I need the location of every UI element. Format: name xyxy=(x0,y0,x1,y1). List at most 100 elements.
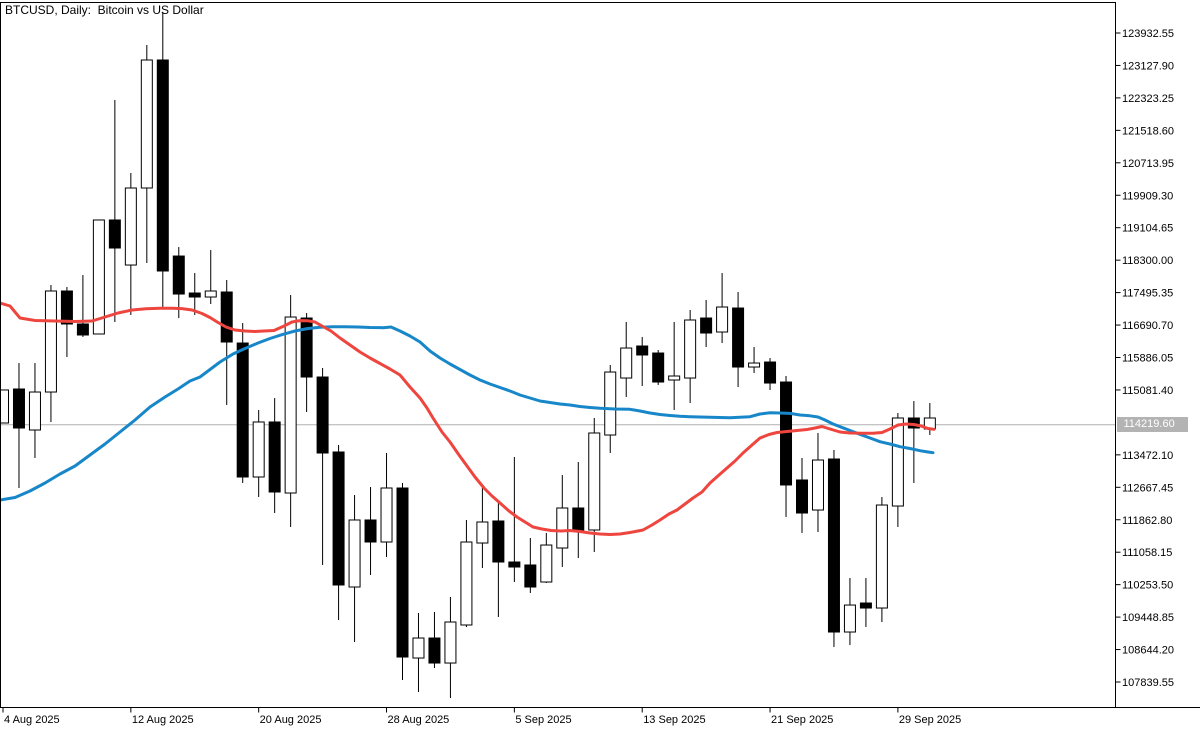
candle xyxy=(859,578,872,628)
candle xyxy=(684,309,697,404)
candle-body-bearish xyxy=(236,342,249,478)
candle xyxy=(460,519,473,628)
candle-body-bullish xyxy=(124,187,137,266)
candle-body-bullish xyxy=(460,541,473,626)
candle xyxy=(572,461,585,559)
candle-body-bullish xyxy=(348,519,361,588)
candle xyxy=(540,533,553,584)
candle xyxy=(556,475,569,568)
candle-body-bearish xyxy=(700,317,713,334)
candle xyxy=(268,398,281,514)
candle-body-bearish xyxy=(316,376,329,454)
candle-body-bearish xyxy=(300,317,313,378)
candle xyxy=(188,273,201,315)
candle xyxy=(252,410,265,497)
candle xyxy=(172,247,185,319)
candle xyxy=(476,488,489,569)
candle xyxy=(156,12,169,308)
candle-body-bullish xyxy=(380,487,393,543)
candle xyxy=(811,432,824,533)
x-axis-label: 21 Sep 2025 xyxy=(771,714,833,726)
candle xyxy=(748,347,761,374)
candle xyxy=(204,250,217,305)
candle xyxy=(620,322,633,398)
candle-body-bearish xyxy=(268,421,281,493)
candle xyxy=(700,299,713,348)
candle-body-bullish xyxy=(44,290,57,393)
candle xyxy=(380,452,393,558)
candle-body-bullish xyxy=(444,621,457,664)
candle-body-bullish xyxy=(540,544,553,583)
y-axis-label: 120713.95 xyxy=(1122,158,1174,170)
candle xyxy=(875,496,888,623)
candle-body-bearish xyxy=(156,59,169,272)
y-axis-label: 108644.20 xyxy=(1122,645,1174,657)
candle xyxy=(220,280,233,406)
x-axis-label: 4 Aug 2025 xyxy=(4,714,60,726)
x-axis-label: 12 Aug 2025 xyxy=(132,714,194,726)
y-axis-label: 121518.60 xyxy=(1122,125,1174,137)
candle xyxy=(780,376,793,517)
candle-body-bearish xyxy=(60,290,73,325)
chart-frame xyxy=(0,2,1116,708)
candle-body-bearish xyxy=(636,345,649,356)
y-axis-label: 111058.15 xyxy=(1122,547,1172,559)
candle-body-bearish xyxy=(508,561,521,568)
chart-title: BTCUSD, Daily: Bitcoin vs US Dollar xyxy=(5,3,204,17)
candle-body-bullish xyxy=(588,432,601,531)
candle xyxy=(140,44,153,264)
candle xyxy=(508,456,521,583)
candle-body-bullish xyxy=(204,290,217,298)
candle-body-bullish xyxy=(476,521,489,544)
candle-body-bearish xyxy=(572,507,585,531)
y-axis-label: 116690.70 xyxy=(1122,320,1173,332)
ma-blue-line xyxy=(0,325,935,502)
candle-body-bullish xyxy=(811,459,824,511)
candle-body-bullish xyxy=(620,347,633,379)
candle-body-bearish xyxy=(764,361,777,384)
candle-body-bullish xyxy=(875,504,888,609)
candle xyxy=(28,363,41,458)
y-axis-label: 111862.80 xyxy=(1122,515,1172,527)
candle-body-bullish xyxy=(843,604,856,633)
candle xyxy=(444,597,457,699)
y-axis-label: 122323.25 xyxy=(1122,93,1174,105)
candle xyxy=(0,389,9,424)
candle-body-bullish xyxy=(668,375,681,381)
y-axis-label: 110253.50 xyxy=(1122,580,1173,592)
candle-body-bearish xyxy=(188,292,201,298)
x-axis-label: 13 Sep 2025 xyxy=(643,714,705,726)
y-axis-label: 119104.65 xyxy=(1122,223,1173,235)
ma-red-line xyxy=(0,301,936,536)
x-axis-label: 28 Aug 2025 xyxy=(388,714,450,726)
candle-body-bullish xyxy=(0,389,9,424)
candle-body-bearish xyxy=(428,637,441,664)
candle xyxy=(92,219,105,335)
candle-body-bearish xyxy=(780,381,793,486)
candle xyxy=(764,358,777,391)
candle xyxy=(316,368,329,565)
candle xyxy=(524,538,537,594)
candle xyxy=(796,457,808,534)
candle-body-bearish xyxy=(332,451,345,586)
current-price-label: 114219.60 xyxy=(1116,417,1188,433)
candle xyxy=(588,417,601,553)
y-axis-label: 119909.30 xyxy=(1122,190,1173,202)
candle xyxy=(44,285,57,422)
y-axis-label: 123127.90 xyxy=(1122,60,1174,72)
y-axis-label: 112667.45 xyxy=(1122,482,1173,494)
candle-body-bearish xyxy=(796,479,808,514)
candle xyxy=(12,363,25,489)
candle-body-bullish xyxy=(252,421,265,478)
candle xyxy=(652,350,665,386)
y-axis-label: 115886.05 xyxy=(1122,353,1173,365)
candle xyxy=(108,100,121,323)
y-axis-label: 123932.55 xyxy=(1122,28,1174,40)
candle-body-bearish xyxy=(108,219,121,249)
y-axis-label: 113472.10 xyxy=(1122,450,1173,462)
candle xyxy=(348,494,361,643)
candle xyxy=(428,612,441,669)
candle xyxy=(843,578,856,646)
